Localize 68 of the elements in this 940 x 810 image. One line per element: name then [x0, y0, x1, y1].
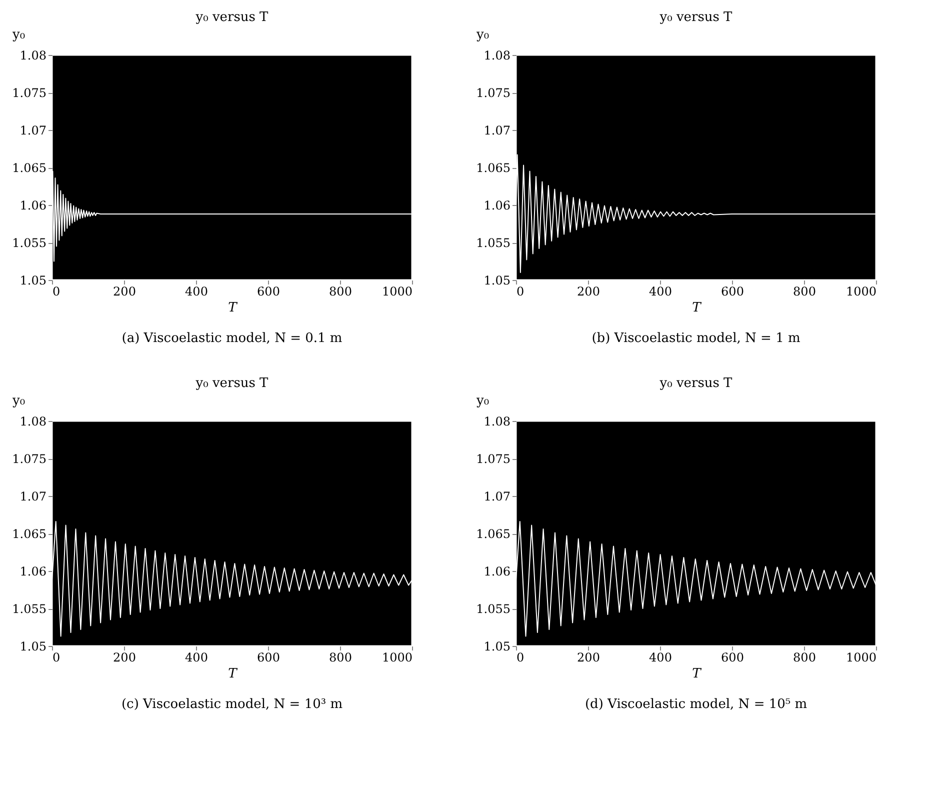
- y-tick-label: 1.05: [484, 274, 510, 288]
- y-tick-label: 1.075: [12, 452, 46, 466]
- y-axis-title: y₀: [12, 28, 26, 42]
- x-tick-label: 200: [113, 284, 136, 298]
- x-tick-label: 600: [721, 284, 744, 298]
- x-tick-label: 600: [257, 284, 280, 298]
- y-tick-label: 1.06: [484, 564, 510, 578]
- chart-title: y₀ versus T: [194, 376, 269, 391]
- x-tick-label: 0: [516, 284, 524, 298]
- x-tick-label: 800: [793, 650, 816, 664]
- y-tick-label: 1.05: [20, 640, 46, 654]
- y-axis-title: y₀: [476, 394, 490, 408]
- x-tick-label: 200: [113, 650, 136, 664]
- x-axis-title: T: [228, 666, 238, 682]
- x-tick-label: 600: [257, 650, 280, 664]
- x-axis-title: T: [692, 300, 702, 316]
- y-tick-label: 1.06: [20, 198, 46, 212]
- x-tick-label: 800: [793, 284, 816, 298]
- chart-title: y₀ versus T: [658, 10, 733, 25]
- x-tick-label: 400: [185, 284, 208, 298]
- y-tick-label: 1.07: [484, 124, 510, 138]
- y-tick-label: 1.07: [20, 124, 46, 138]
- y-tick-label: 1.08: [20, 48, 46, 62]
- x-tick-label: 800: [329, 650, 352, 664]
- y-tick-label: 1.065: [476, 527, 510, 541]
- x-tick-label: 0: [52, 650, 60, 664]
- y-tick-label: 1.055: [12, 602, 46, 616]
- x-tick-label: 0: [516, 650, 524, 664]
- y-axis-title: y₀: [12, 394, 26, 408]
- y-tick-label: 1.07: [20, 490, 46, 504]
- chart-title: y₀ versus T: [658, 376, 733, 391]
- y-tick-label: 1.055: [476, 236, 510, 250]
- x-tick-label: 1000: [382, 284, 412, 298]
- x-axis-title: T: [692, 666, 702, 682]
- x-tick-label: 200: [577, 284, 600, 298]
- y-tick-label: 1.055: [476, 602, 510, 616]
- y-tick-label: 1.065: [476, 161, 510, 175]
- y-tick-label: 1.055: [12, 236, 46, 250]
- y-tick-label: 1.075: [476, 452, 510, 466]
- x-tick-label: 600: [721, 650, 744, 664]
- y-tick-label: 1.08: [484, 414, 510, 428]
- y-tick-label: 1.065: [12, 527, 46, 541]
- y-axis-title: y₀: [476, 28, 490, 42]
- x-tick-label: 200: [577, 650, 600, 664]
- x-tick-label: 0: [52, 284, 60, 298]
- y-tick-label: 1.06: [20, 564, 46, 578]
- x-axis-title: T: [228, 300, 238, 316]
- text: (d) Viscoelastic model, N = 10⁵ m: [584, 697, 808, 712]
- y-tick-label: 1.05: [484, 640, 510, 654]
- x-tick-label: 400: [649, 650, 672, 664]
- y-tick-label: 1.08: [484, 48, 510, 62]
- y-tick-label: 1.075: [476, 86, 510, 100]
- chart-title: y₀ versus T: [194, 10, 269, 25]
- text: (a) Viscoelastic model, N = 0.1 m: [122, 331, 342, 346]
- x-tick-label: 1000: [846, 284, 876, 298]
- y-tick-label: 1.06: [484, 198, 510, 212]
- y-tick-label: 1.075: [12, 86, 46, 100]
- y-tick-label: 1.07: [484, 490, 510, 504]
- x-tick-label: 1000: [846, 650, 876, 664]
- text: (b) Viscoelastic model, N = 1 m: [592, 331, 800, 346]
- x-tick-label: 400: [649, 284, 672, 298]
- text: (c) Viscoelastic model, N = 10³ m: [121, 697, 343, 712]
- x-tick-label: 800: [329, 284, 352, 298]
- y-tick-label: 1.08: [20, 414, 46, 428]
- y-tick-label: 1.065: [12, 161, 46, 175]
- x-tick-label: 1000: [382, 650, 412, 664]
- x-tick-label: 400: [185, 650, 208, 664]
- y-tick-label: 1.05: [20, 274, 46, 288]
